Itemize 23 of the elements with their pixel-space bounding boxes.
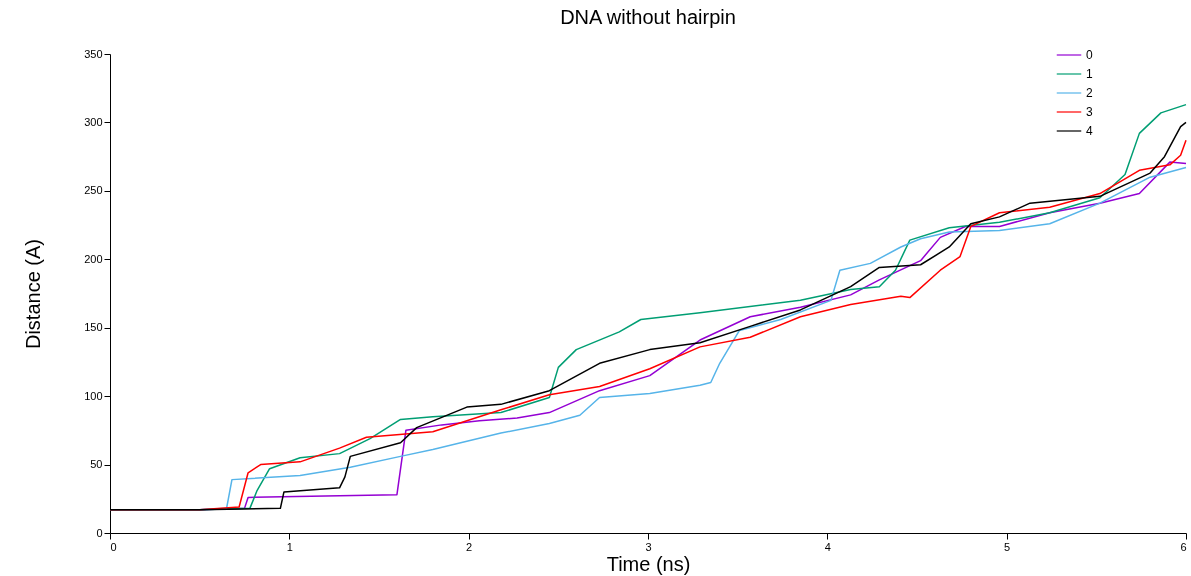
legend-label: 0: [1086, 48, 1093, 62]
y-axis-title: Distance (A): [22, 238, 45, 350]
y-tick-label: 200: [84, 252, 103, 265]
y-tick-label: 0: [96, 526, 103, 539]
x-axis-title: Time (ns): [606, 552, 691, 575]
x-tick-label: 3: [645, 540, 652, 553]
x-tick-label: 4: [824, 540, 831, 553]
y-tick-label: 300: [84, 115, 103, 128]
y-tick-label: 250: [84, 184, 103, 197]
chart-title: DNA without hairpin: [560, 6, 736, 28]
y-tick-label: 350: [84, 47, 103, 60]
y-tick-label: 50: [90, 458, 103, 471]
legend-label: 1: [1086, 67, 1093, 81]
x-tick-label: 2: [466, 540, 473, 553]
y-tick-label: 100: [84, 389, 103, 402]
x-tick-label: 5: [1004, 540, 1011, 553]
legend-label: 2: [1086, 86, 1093, 100]
x-tick-label: 0: [110, 540, 117, 553]
legend-label: 4: [1086, 124, 1093, 138]
y-tick-label: 150: [84, 321, 103, 334]
legend-label: 3: [1086, 105, 1093, 119]
x-tick-label: 6: [1180, 540, 1187, 553]
x-tick-label: 1: [286, 540, 293, 553]
